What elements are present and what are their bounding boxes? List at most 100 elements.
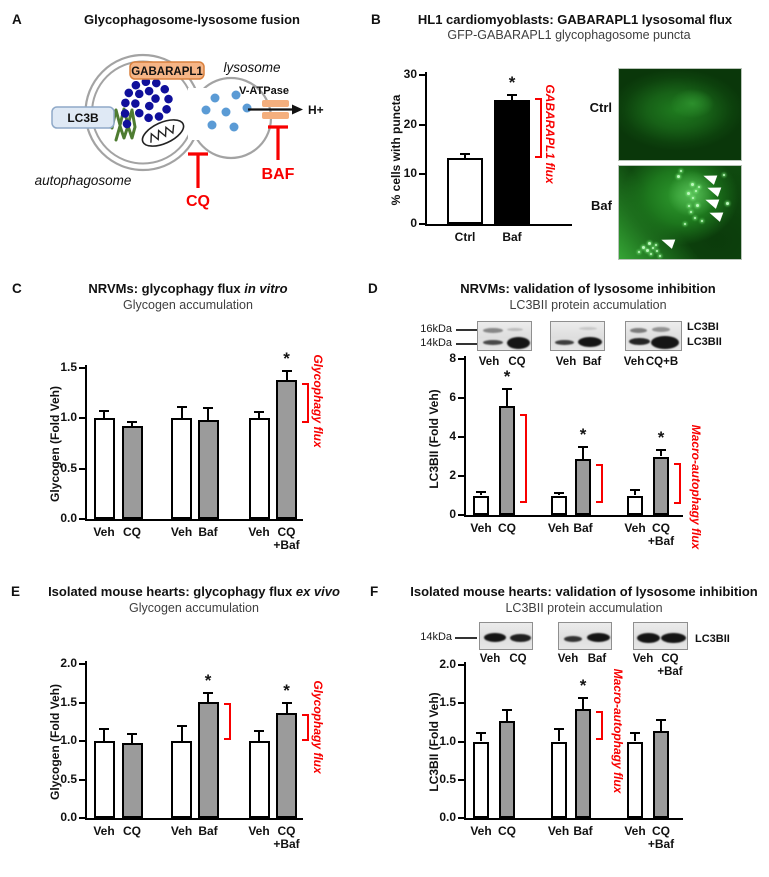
lane-label: CQ <box>508 356 526 368</box>
error-bar <box>557 493 560 496</box>
error-cap <box>630 732 640 735</box>
gfp-punctum-dot <box>690 211 692 213</box>
gfp-punctum-dot <box>650 253 652 255</box>
y-axis <box>464 356 466 517</box>
lane-label: Baf <box>582 356 602 368</box>
error-bar <box>480 733 482 742</box>
gfp-punctum-dot <box>695 190 697 192</box>
y-tick <box>79 740 85 742</box>
gfp-punctum-dot <box>648 242 651 245</box>
blot-band <box>637 633 660 643</box>
marker-16kda-line <box>456 329 477 331</box>
y-tick <box>458 514 464 516</box>
x-tick-label: Veh <box>248 824 270 838</box>
blot-band <box>507 328 523 331</box>
gfp-punctum-dot <box>692 197 694 199</box>
lane-label: Veh <box>623 356 645 368</box>
y-tick <box>458 358 464 360</box>
gfp-punctum-dot <box>656 250 658 252</box>
error-bar <box>557 729 560 742</box>
flux-bracket <box>520 413 527 504</box>
bar <box>653 456 669 515</box>
flux-bracket <box>535 97 542 158</box>
error-bar <box>207 693 209 702</box>
bar <box>550 495 567 515</box>
error-cap <box>507 94 517 97</box>
error-cap <box>553 492 564 495</box>
x-tick-label: Veh <box>248 525 270 539</box>
y-tick-label: 0 <box>410 216 417 230</box>
x-tick-label: Veh <box>624 521 646 535</box>
error-bar <box>258 730 260 741</box>
glycogen-squiggle-icon <box>110 107 137 142</box>
y-tick-label: 0.0 <box>60 810 77 824</box>
x-axis <box>85 818 303 820</box>
lane-label: Veh <box>478 356 500 368</box>
gfp-punctum-dot <box>638 251 640 253</box>
y-tick <box>458 397 464 399</box>
lane-label: Veh <box>632 653 654 665</box>
x-tick-label: Baf <box>198 525 218 539</box>
blot-band <box>484 633 506 642</box>
panel-d-subtitle: LC3BII protein accumulation <box>509 298 667 312</box>
lysosome-enzyme-dots <box>201 90 252 132</box>
band-label-lc3bi: LC3BI <box>687 321 719 333</box>
y-tick <box>79 778 85 781</box>
bar <box>93 741 115 818</box>
panel-c-subtitle: Glycogen accumulation <box>123 298 253 312</box>
gfp-punctum-dot <box>696 204 699 207</box>
bar <box>93 418 115 519</box>
blot-band <box>510 634 531 642</box>
gfp-punctum-dot <box>680 170 682 172</box>
x-tick-label: CQ <box>498 521 516 535</box>
blot-band <box>578 337 602 347</box>
error-cap <box>476 732 486 735</box>
y-tick-label: 6 <box>449 390 456 404</box>
y-tick-label: 10 <box>403 166 417 181</box>
bar <box>121 743 143 818</box>
y-tick <box>458 436 464 438</box>
band-label-lc3bii: LC3BII <box>687 336 722 348</box>
flux-bracket <box>596 464 603 504</box>
lane-label: Baf <box>587 653 607 665</box>
y-tick-label: 2.0 <box>439 657 456 671</box>
gfp-punctum-dot <box>646 249 649 252</box>
marker-14kda-line <box>455 637 477 639</box>
error-bar <box>660 449 662 457</box>
panel-b-subtitle: GFP-GABARAPL1 glycophagosome puncta <box>447 28 691 42</box>
panel-e-title: Isolated mouse hearts: glycophagy flux e… <box>34 584 354 599</box>
lysosome-label: lysosome <box>223 60 280 75</box>
gfp-punctum-dot <box>652 247 654 249</box>
error-cap <box>502 709 512 712</box>
y-tick-label: 1.5 <box>60 694 77 709</box>
error-bar <box>285 703 288 714</box>
v-atpase-channel <box>262 100 289 119</box>
blot-veh-cqbaf <box>633 622 688 650</box>
gfp-punctum-dot <box>688 205 690 207</box>
y-axis <box>85 661 87 820</box>
panel-d-title: NRVMs: validation of lysosome inhibition <box>460 281 716 296</box>
panel-e-letter: E <box>11 584 21 599</box>
y-tick-label: 0.5 <box>60 771 77 786</box>
error-cap <box>254 729 264 732</box>
lane-label: Veh <box>555 356 577 368</box>
error-bar <box>634 489 636 496</box>
v-atpase-label: V-ATPase <box>239 85 289 97</box>
x-axis <box>464 515 683 517</box>
error-bar <box>582 446 584 460</box>
marker-14kda-line <box>456 343 477 345</box>
error-bar <box>582 697 584 710</box>
y-tick <box>79 663 85 665</box>
y-tick-label: 8 <box>449 351 456 365</box>
cq-label: CQ <box>186 193 210 210</box>
blot-veh-cq <box>477 321 532 351</box>
bar <box>276 713 297 818</box>
x-axis <box>425 224 572 226</box>
blot-band <box>629 338 650 345</box>
y-tick-label: 0.0 <box>439 810 456 824</box>
error-bar <box>131 734 133 744</box>
error-bar <box>480 491 482 496</box>
